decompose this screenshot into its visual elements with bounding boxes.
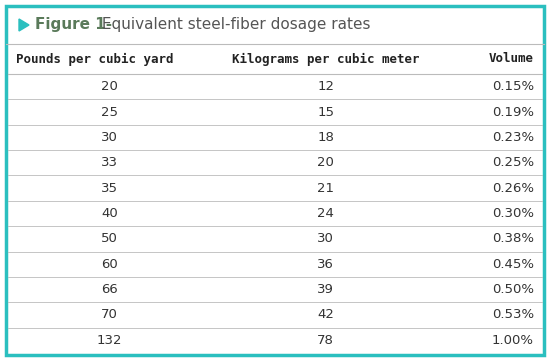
Text: 0.23%: 0.23%: [492, 131, 534, 144]
Text: 0.19%: 0.19%: [492, 105, 534, 118]
Text: Pounds per cubic yard: Pounds per cubic yard: [16, 52, 173, 66]
Text: 60: 60: [101, 258, 118, 271]
Text: 21: 21: [317, 182, 334, 195]
Text: 50: 50: [101, 232, 118, 245]
Text: 35: 35: [101, 182, 118, 195]
Text: Equivalent steel-fiber dosage rates: Equivalent steel-fiber dosage rates: [97, 17, 371, 32]
Text: 78: 78: [317, 334, 334, 347]
Text: 36: 36: [317, 258, 334, 271]
Text: 39: 39: [317, 283, 334, 296]
Text: 70: 70: [101, 308, 118, 321]
Text: 0.25%: 0.25%: [492, 156, 534, 169]
Text: 66: 66: [101, 283, 118, 296]
Text: 24: 24: [317, 207, 334, 220]
Text: 132: 132: [97, 334, 122, 347]
Text: Kilograms per cubic meter: Kilograms per cubic meter: [232, 52, 420, 66]
Text: Figure 1-: Figure 1-: [35, 17, 112, 32]
Text: 15: 15: [317, 105, 334, 118]
Text: 0.45%: 0.45%: [492, 258, 534, 271]
Text: Volume: Volume: [489, 52, 534, 65]
Text: 0.50%: 0.50%: [492, 283, 534, 296]
Text: 30: 30: [101, 131, 118, 144]
Text: 0.26%: 0.26%: [492, 182, 534, 195]
Text: 25: 25: [101, 105, 118, 118]
Text: 0.15%: 0.15%: [492, 80, 534, 93]
Text: 42: 42: [317, 308, 334, 321]
Text: 0.53%: 0.53%: [492, 308, 534, 321]
Text: 33: 33: [101, 156, 118, 169]
Text: 0.30%: 0.30%: [492, 207, 534, 220]
Text: 20: 20: [317, 156, 334, 169]
Text: 12: 12: [317, 80, 334, 93]
Text: 0.38%: 0.38%: [492, 232, 534, 245]
Text: 18: 18: [317, 131, 334, 144]
Text: 20: 20: [101, 80, 118, 93]
Text: 1.00%: 1.00%: [492, 334, 534, 347]
Text: 30: 30: [317, 232, 334, 245]
Polygon shape: [19, 19, 29, 31]
Text: 40: 40: [101, 207, 118, 220]
